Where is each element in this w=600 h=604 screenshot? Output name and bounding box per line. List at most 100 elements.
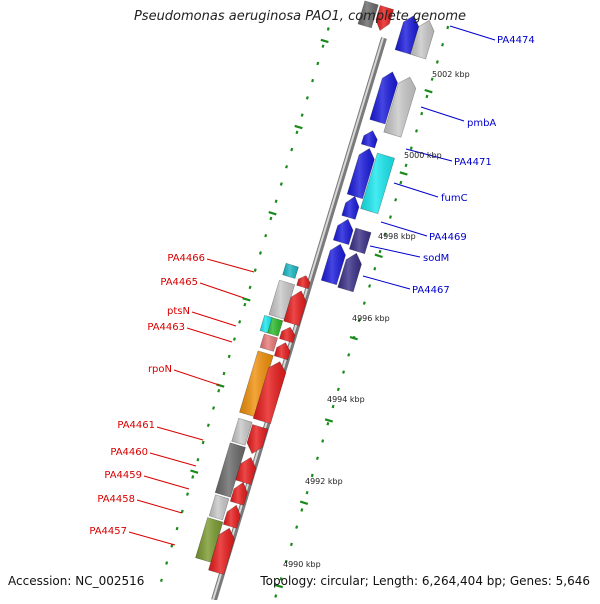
gc-dot (159, 578, 163, 583)
tick-label: 5000 kbp (404, 151, 442, 160)
gene-label-PA4465: PA4465 (160, 277, 198, 288)
gc-dot (321, 439, 325, 443)
gc-dot (175, 526, 179, 531)
tick-label: 4992 kbp (305, 477, 343, 486)
kbp-tick (324, 418, 334, 423)
gc-dot (201, 440, 205, 445)
leader-PA4463 (186, 327, 233, 343)
gene-label-PA4471: PA4471 (454, 157, 492, 168)
gc-dot (378, 249, 382, 254)
gene-label-pmbA: pmbA (467, 118, 496, 129)
map-title: Pseudomonas aeruginosa PAO1, complete ge… (133, 9, 467, 24)
gc-dot (279, 577, 283, 581)
gene-PA4461-r-shade (247, 424, 268, 454)
gc-dot (342, 370, 346, 374)
gene-sodM-shade (337, 253, 362, 292)
leader-fumC (393, 182, 439, 198)
tick-label: 4990 kbp (283, 560, 321, 569)
gene-PA4457-shade (195, 517, 223, 563)
kbp-tick (349, 335, 358, 341)
gc-dot (326, 422, 330, 426)
kbp-tick (424, 88, 433, 94)
gene-label-sodM: sodM (423, 253, 449, 264)
gc-dot (180, 509, 184, 514)
gc-dot (212, 406, 216, 410)
gene-fumC-shade (360, 153, 395, 214)
gene-label-ptsN: ptsN (167, 306, 190, 317)
gene-ptsN-r-shade (279, 327, 296, 343)
gc-dot (289, 542, 293, 547)
gene-label-PA4461: PA4461 (117, 420, 155, 431)
gene-top-gray-shade (358, 0, 379, 28)
gc-dot (274, 199, 278, 203)
gc-dot (326, 27, 330, 31)
gc-dot (222, 371, 226, 376)
gc-dot (165, 561, 169, 565)
gc-dot (399, 180, 403, 185)
leader-PA4465 (199, 282, 245, 299)
left-tick (268, 211, 277, 216)
gc-dot (310, 473, 314, 478)
gc-dot (279, 182, 283, 186)
tick-label: 4996 kbp (352, 314, 390, 323)
gene-label-PA4457: PA4457 (89, 526, 127, 537)
gc-dot (404, 163, 408, 168)
leader-PA4469 (380, 221, 428, 237)
gene-label-rpoN: rpoN (148, 364, 172, 375)
gene-PA4471-shade (347, 148, 375, 199)
gene-label-PA4466: PA4466 (167, 253, 205, 264)
gc-dot (425, 94, 429, 99)
gc-dot-track (159, 25, 450, 598)
gc-dot (295, 130, 299, 135)
gc-dot (300, 508, 304, 512)
gc-dot (284, 559, 288, 564)
gene-rpoN-shade (239, 350, 274, 417)
gc-dot (315, 456, 319, 461)
left-tick (242, 297, 251, 302)
right-gene-labels: PA4474 pmbA PA4471 fumC PA4469 sodM PA44… (412, 35, 535, 296)
gc-dot (191, 475, 195, 479)
topology-text: Topology: circular; Length: 6,264,404 bp… (260, 574, 590, 588)
gene-top-red-shade (375, 5, 394, 31)
gene-sodM-a-shade (349, 228, 372, 254)
accession-text: Accession: NC_002516 (8, 574, 145, 588)
gene-label-PA4474: PA4474 (497, 35, 535, 46)
gene-label-PA4467: PA4467 (412, 285, 450, 296)
gc-dot (232, 337, 236, 341)
leader-pmbA (420, 106, 465, 122)
gc-dot (446, 25, 450, 30)
gc-dot (336, 387, 340, 392)
gene-label-PA4460: PA4460 (110, 447, 148, 458)
gc-dot (274, 594, 278, 598)
gc-dot (357, 318, 361, 323)
gene-PA4457-r-shade (208, 528, 235, 575)
gene-PA4469-shade (333, 219, 353, 245)
leader-PA4471 (405, 148, 453, 162)
gene-pmbA-b-shade (383, 77, 416, 138)
gc-dot (409, 146, 413, 150)
gene-PA4463-r-shade (274, 342, 291, 360)
gc-dot (170, 544, 174, 548)
gc-dot (435, 60, 439, 64)
label-leaders (128, 25, 496, 546)
gene-PA4470-shade (341, 196, 359, 220)
leader-PA4460 (149, 452, 197, 467)
gc-dot (248, 285, 252, 290)
gc-dot (373, 267, 377, 271)
leader-PA4458 (136, 499, 183, 514)
leader-PA4467 (362, 275, 411, 290)
gene-PA4458-shade (209, 494, 229, 520)
gc-dot (269, 216, 273, 221)
gene-PA4466-shade (282, 263, 299, 279)
gc-dot (388, 215, 392, 219)
left-gene-labels: PA4466 PA4465 ptsN PA4463 rpoN PA4461 PA… (89, 253, 205, 537)
gc-dot (383, 232, 387, 237)
gene-ptsN-b-shade (260, 315, 273, 333)
gc-dot (253, 268, 257, 272)
tick-label: 5002 kbp (432, 70, 470, 79)
gc-dot (368, 284, 372, 288)
gc-dot (420, 111, 424, 116)
gc-dot (290, 147, 294, 152)
